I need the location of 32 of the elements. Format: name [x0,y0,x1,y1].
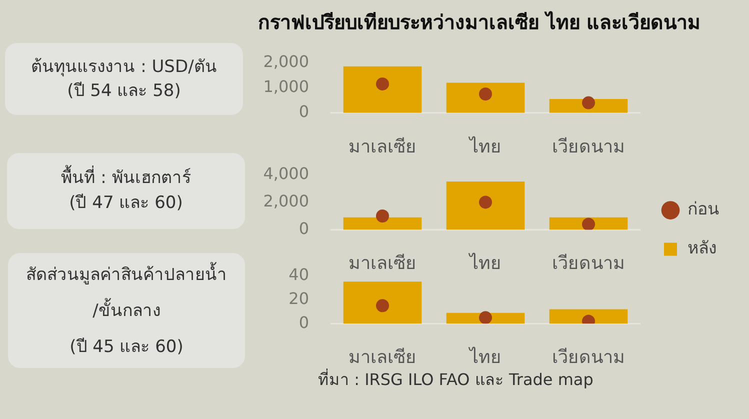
bar [446,82,525,113]
y-tick-label: 0 [298,218,309,238]
x-tick-label: มาเลเซีย [348,253,416,274]
y-tick-label: 4,000 [263,164,309,183]
point [479,88,492,101]
text: ที่มา : IRSG ILO FAO และ Trade map [318,368,594,391]
point [376,77,389,90]
x-tick-label: มาเลเซีย [348,347,416,368]
x-tick-label: เวียดนาม [552,253,625,274]
x-tick-label: ไทย [468,346,502,368]
y-tick-label: 1,000 [263,76,309,96]
point [376,209,389,222]
x-tick-label: เวียดนาม [552,136,625,158]
y-tick-label: 40 [288,264,309,284]
y-tick-label: 20 [288,288,309,308]
x-tick-label: ไทย [468,135,502,158]
point [479,196,492,209]
y-tick-label: 2,000 [263,52,309,71]
point [582,96,595,110]
y-tick-label: 0 [298,312,309,332]
bar [343,66,422,113]
x-tick-label: มาเลเซีย [348,136,416,158]
legend-label: หลัง [688,238,716,259]
bar [549,309,628,324]
x-tick-label: เวียดนาม [552,347,625,368]
legend-label: ก่อน [688,200,720,220]
bar [343,282,422,324]
x-tick-label: ไทย [468,252,502,274]
y-tick-label: 0 [298,102,309,122]
chart-title: กราฟเปรียบเทียบระหว่างมาเลเซีย ไทย และเวียดนาม [258,10,701,36]
y-tick-label: 2,000 [263,191,309,210]
point [582,218,595,230]
